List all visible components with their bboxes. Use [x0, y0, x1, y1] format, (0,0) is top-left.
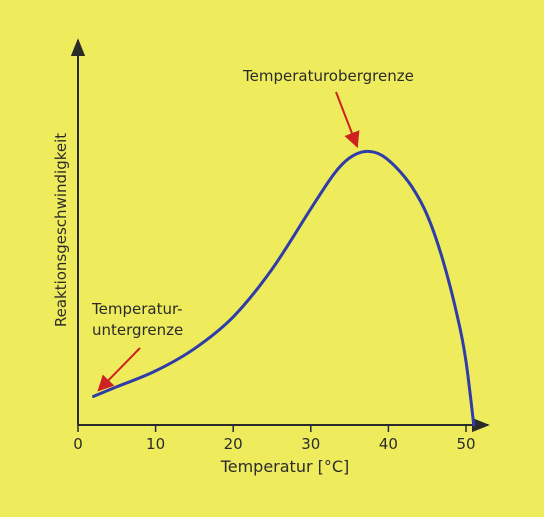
annotations: Temperaturobergrenze Temperatur-untergren…	[91, 67, 414, 392]
annotation-arrow	[335, 91, 360, 149]
x-tick-label: 0	[73, 435, 83, 453]
x-tick-label: 10	[146, 435, 165, 453]
y-axis-label: Reaktionsgeschwindigkeit	[52, 133, 70, 327]
x-tick-label: 20	[224, 435, 243, 453]
annotation-label: Temperaturobergrenze	[242, 67, 414, 85]
x-axis-label: Temperatur [°C]	[220, 457, 350, 476]
annotation-label: Temperatur-	[91, 300, 183, 318]
x-ticks: 0 10 20 30 40 50	[73, 425, 476, 453]
x-tick-label: 40	[379, 435, 398, 453]
series-line	[92, 149, 476, 427]
x-tick-label: 50	[456, 435, 475, 453]
x-tick-label: 30	[301, 435, 320, 453]
annotation-label: untergrenze	[92, 321, 183, 339]
annotation-arrow	[97, 347, 141, 392]
